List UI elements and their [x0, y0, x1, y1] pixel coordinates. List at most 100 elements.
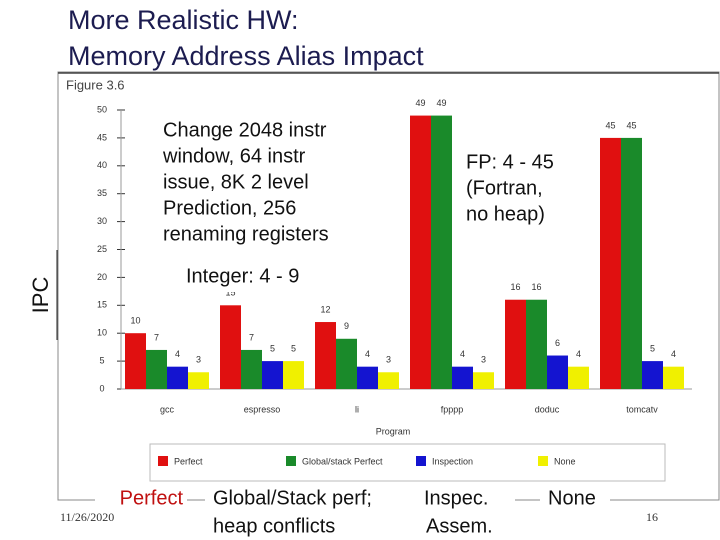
value-label: 3 [481, 355, 486, 365]
bar [146, 349, 167, 389]
slide-title: Memory Address Alias Impact [68, 41, 424, 71]
value-label: 16 [531, 282, 541, 292]
note-line: issue, 8K 2 level [163, 171, 309, 193]
y-tick-label: 5 [99, 355, 104, 365]
bar [220, 305, 241, 389]
y-tick-label: 20 [97, 272, 107, 282]
legend-label: Global/stack Perfect [302, 456, 383, 466]
note-box [158, 116, 380, 250]
integer-note: Integer: 4 - 9 [186, 265, 299, 287]
bottom-global: heap conflicts [213, 515, 335, 537]
annotations: Change 2048 instr window, 64 instr issue… [95, 116, 610, 540]
bottom-inspec: Assem. [426, 515, 493, 537]
bottom-box [420, 484, 515, 540]
note-line: Prediction, 256 [163, 197, 296, 219]
slide-title: More Realistic HW: [68, 5, 299, 35]
x-tick-label: tomcatv [626, 404, 658, 414]
y-tick-label: 50 [97, 104, 107, 114]
value-label: 45 [605, 120, 615, 130]
y-tick-label: 45 [97, 132, 107, 142]
bottom-box [540, 484, 610, 514]
bar [315, 322, 336, 389]
bottom-box [95, 484, 187, 514]
y-tick-label: 25 [97, 244, 107, 254]
fp-note: (Fortran, [466, 177, 543, 199]
fp-note: FP: 4 - 45 [466, 151, 554, 173]
value-label: 15 [225, 288, 235, 298]
bottom-none: None [548, 487, 596, 509]
bar [547, 355, 568, 389]
bar [283, 361, 304, 389]
page-number: 16 [646, 510, 658, 524]
y-tick-label: 15 [97, 300, 107, 310]
value-label: 10 [130, 316, 140, 326]
bar [125, 333, 146, 389]
bottom-global: Global/Stack perf; [213, 487, 372, 509]
date: 11/26/2020 [60, 510, 114, 524]
bottom-perfect: Perfect [120, 487, 184, 509]
note-line: Change 2048 instr [163, 119, 327, 141]
legend-swatch [158, 456, 168, 466]
value-label: 4 [365, 349, 370, 359]
value-label: 5 [291, 343, 296, 353]
value-label: 4 [671, 349, 676, 359]
value-label: 5 [270, 343, 275, 353]
bar [600, 137, 621, 389]
bar [431, 115, 452, 389]
x-tick-label: gcc [160, 404, 175, 414]
bar [621, 137, 642, 389]
value-label: 5 [650, 343, 655, 353]
value-label: 4 [175, 349, 180, 359]
bar [473, 372, 494, 389]
value-label: 3 [196, 355, 201, 365]
bottom-inspec: Inspec. [424, 487, 488, 509]
fp-box [458, 136, 578, 236]
figure-label: Figure 3.6 [66, 77, 125, 92]
bar [357, 366, 378, 389]
bar [336, 338, 357, 389]
x-tick-label: doduc [535, 404, 560, 414]
value-label: 4 [576, 349, 581, 359]
value-label: 7 [249, 332, 254, 342]
x-tick-label: li [355, 404, 359, 414]
bar [568, 366, 589, 389]
bar [241, 349, 262, 389]
x-tick-label: fpppp [441, 404, 464, 414]
legend-swatch [286, 456, 296, 466]
value-label: 6 [555, 338, 560, 348]
fp-note: no heap) [466, 203, 545, 225]
legend-label: Perfect [174, 456, 203, 466]
value-label: 7 [154, 332, 159, 342]
bar [642, 361, 663, 389]
bar [526, 299, 547, 389]
bar [505, 299, 526, 389]
bar [167, 366, 188, 389]
bar [378, 372, 399, 389]
note-line: window, 64 instr [162, 145, 306, 167]
legend-box [149, 443, 666, 482]
y-tick-label: 30 [97, 216, 107, 226]
value-label: 16 [510, 282, 520, 292]
value-label: 49 [436, 98, 446, 108]
legend-swatch [416, 456, 426, 466]
y-tick-label: 40 [97, 160, 107, 170]
bar [663, 366, 684, 389]
bar [410, 115, 431, 389]
legend-label: Inspection [432, 456, 473, 466]
value-label: 45 [626, 120, 636, 130]
y-tick-label: 35 [97, 188, 107, 198]
bar [452, 366, 473, 389]
note-line: renaming registers [163, 223, 329, 245]
y-axis-label: IPC [28, 277, 53, 314]
value-label: 9 [344, 321, 349, 331]
x-tick-label: espresso [244, 404, 281, 414]
bar [262, 361, 283, 389]
value-label: 4 [460, 349, 465, 359]
bottom-box [205, 484, 420, 540]
legend-swatch [538, 456, 548, 466]
value-label: 49 [415, 98, 425, 108]
legend-label: None [554, 456, 576, 466]
y-tick-label: 0 [99, 383, 104, 393]
